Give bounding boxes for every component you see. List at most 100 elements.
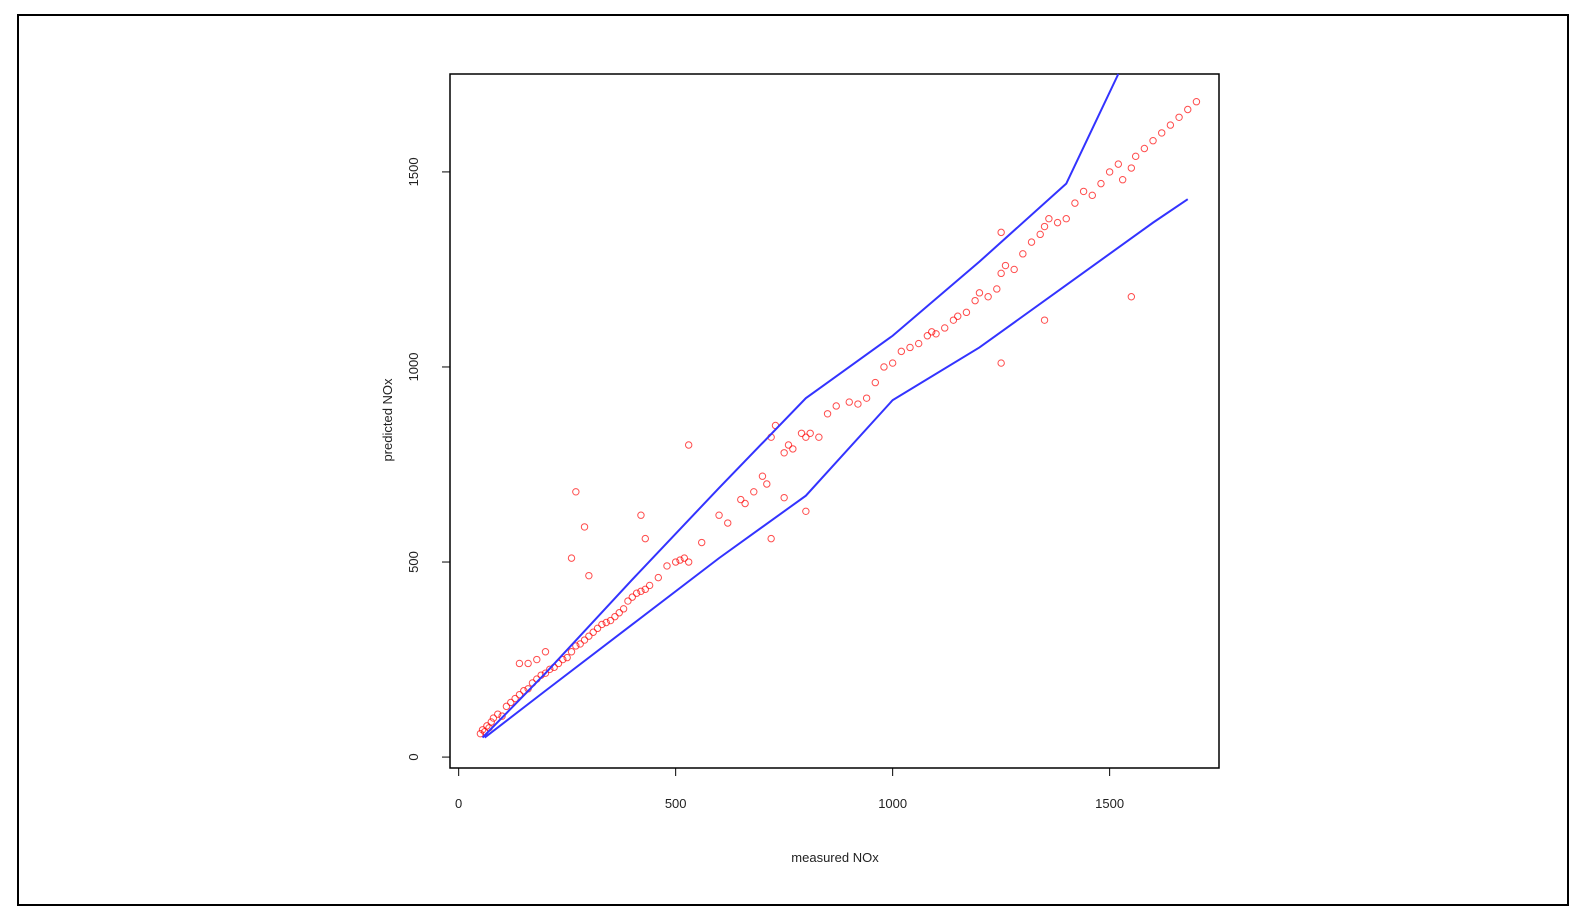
point [802,433,810,441]
x-tick-label: 0 [455,796,462,811]
point [880,363,888,371]
y-tick-label: 0 [406,753,421,760]
point [914,339,923,348]
point [533,655,541,664]
point [1175,113,1183,122]
point [784,441,793,449]
point [637,511,645,519]
y-tick-label: 500 [406,551,421,573]
point [546,665,554,674]
point [1184,105,1192,114]
point [984,293,992,301]
point [515,659,524,668]
point [780,449,788,457]
point [589,628,597,636]
point [997,228,1005,237]
point [483,722,491,730]
point [580,636,589,644]
point [806,429,814,437]
point [541,669,550,677]
point [997,359,1005,367]
point [1045,215,1053,223]
point [962,308,971,317]
point [815,433,823,441]
point [515,690,524,699]
point [567,648,576,656]
point [832,402,840,410]
point [641,534,649,543]
point [611,612,619,621]
point [1105,168,1114,176]
point [602,618,610,627]
point [1097,179,1105,188]
point [1127,293,1136,301]
point [489,714,498,722]
point [1036,230,1044,239]
point [559,655,567,664]
prediction-bound [481,73,1120,739]
point [487,718,495,726]
point [780,493,788,502]
point [758,472,767,480]
point [1149,137,1157,145]
point [1062,215,1070,223]
point [888,359,897,367]
point [1040,316,1049,324]
point [823,410,832,418]
point [954,312,962,320]
x-tick-label: 500 [665,796,687,811]
point [624,597,632,605]
plot-box [449,73,1220,769]
point [1001,261,1010,270]
point [637,587,645,595]
point [1040,222,1049,231]
point [684,558,693,566]
point [615,609,623,617]
point [797,429,806,437]
point [763,480,771,488]
point [572,488,580,496]
point [949,316,958,324]
x-axis-label: measured NOx [791,850,879,865]
point [593,624,602,633]
point [684,441,693,449]
point [862,394,871,402]
frame [17,14,1569,906]
point [641,585,649,594]
point [724,519,732,527]
point [498,712,506,720]
y-tick-label: 1000 [406,353,421,382]
point [993,285,1001,293]
point [1079,187,1088,196]
x-tick-label: 1500 [1095,796,1124,811]
point [541,648,550,656]
point [1118,176,1127,184]
point [476,729,485,738]
point [1019,250,1027,258]
point [802,507,810,516]
point [741,499,749,508]
point [502,702,511,711]
point [1088,191,1096,200]
point [676,556,684,564]
point [478,726,487,734]
point [507,698,515,707]
point [580,523,589,531]
point [767,534,775,543]
y-axis-label: predicted NOx [380,378,395,462]
point [567,554,576,562]
point [585,571,593,580]
point [1010,265,1018,274]
point [928,328,936,336]
point [789,445,797,453]
point [1053,218,1062,227]
point [941,324,949,332]
point [671,558,680,566]
point [1192,97,1201,106]
point [906,343,914,352]
point [585,632,593,640]
point [494,710,502,718]
point [715,511,723,519]
point [619,605,628,613]
